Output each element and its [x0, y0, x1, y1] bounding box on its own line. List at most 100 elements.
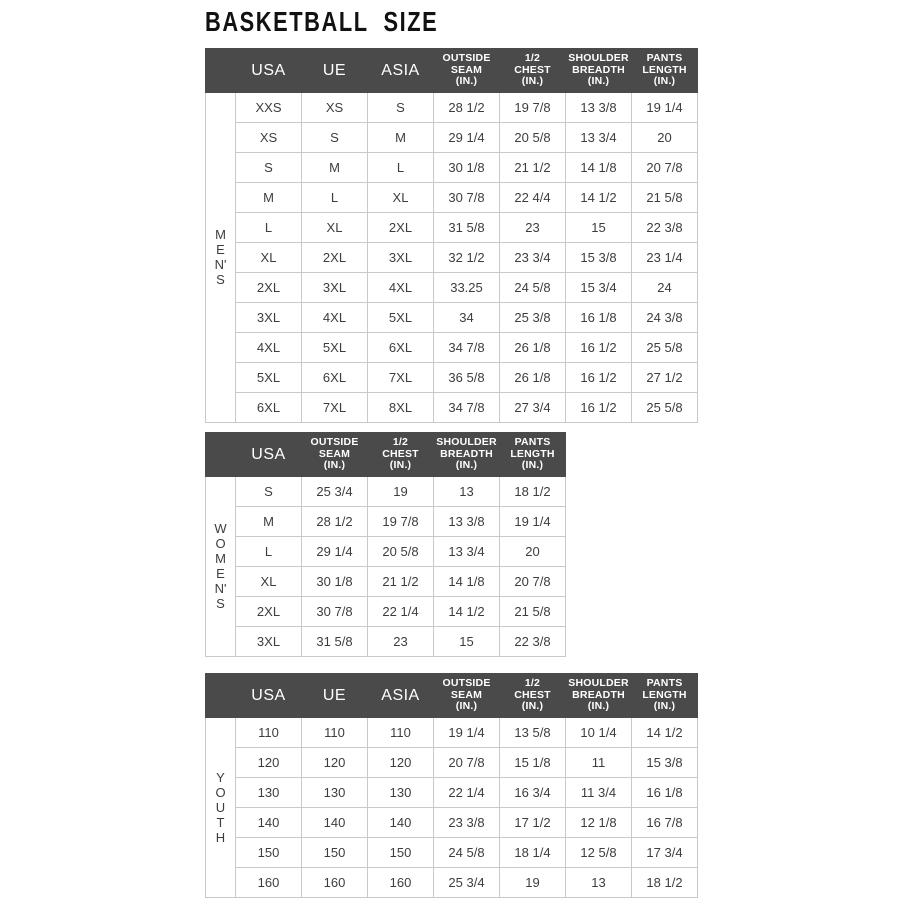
cell-outside-seam-in: 31 5/8	[433, 211, 500, 243]
table-row: 160 160 160 25 3/4 19 13 18 1/2	[206, 866, 698, 898]
header-line: (IN.)	[323, 459, 346, 471]
group-label-letter: S	[216, 596, 225, 611]
cell-shoulder-breadth-in: 16 1/2	[565, 331, 632, 363]
column-header-pants-length-in: PANTS LENGTH (IN.)	[499, 432, 566, 477]
column-header-shoulder-breadth-in: SHOULDER BREADTH (IN.)	[433, 432, 500, 477]
size-table-womens: USA OUTSIDE SEAM (IN.) 1/2 CHEST (IN.) SHOULDER…	[205, 432, 566, 657]
header-line: LENGTH	[642, 63, 687, 76]
cell-asia: 6XL	[367, 331, 434, 363]
group-label-letter: O	[215, 784, 226, 800]
table-row: S M L 30 1/8 21 1/2 14 1/8 20 7/8	[206, 151, 698, 183]
cell-asia: 160	[367, 866, 434, 898]
cell-outside-seam-in: 24 5/8	[433, 836, 500, 868]
cell-shoulder-breadth-in: 10 1/4	[565, 716, 632, 748]
cell-usa: 2XL	[235, 271, 302, 303]
cell-asia: 130	[367, 776, 434, 808]
group-label-letter: N'	[214, 581, 227, 596]
cell-outside-seam-in: 28 1/2	[433, 91, 500, 123]
group-label-letter: T	[216, 814, 225, 830]
cell-shoulder-breadth-in: 11	[565, 746, 632, 778]
cell-shoulder-breadth-in: 14 1/2	[565, 181, 632, 213]
cell-usa: 5XL	[235, 361, 302, 393]
cell-1-2-chest-in: 22 1/4	[367, 595, 434, 627]
header-line: (IN.)	[389, 459, 412, 471]
cell-shoulder-breadth-in: 16 1/8	[565, 301, 632, 333]
cell-1-2-chest-in: 21 1/2	[499, 151, 566, 183]
column-header-1-2-chest-in: 1/2 CHEST (IN.)	[499, 48, 566, 93]
table-row: 130 130 130 22 1/4 16 3/4 11 3/4 16 1/8	[206, 776, 698, 808]
cell-ue: 140	[301, 806, 368, 838]
column-header-pants-length-in: PANTS LENGTH (IN.)	[631, 48, 698, 93]
cell-pants-length-in: 25 5/8	[631, 391, 698, 423]
cell-pants-length-in: 19 1/4	[499, 505, 566, 537]
cell-1-2-chest-in: 25 3/8	[499, 301, 566, 333]
cell-asia: 7XL	[367, 361, 434, 393]
cell-ue: 2XL	[301, 241, 368, 273]
cell-1-2-chest-in: 19 7/8	[367, 505, 434, 537]
cell-pants-length-in: 23 1/4	[631, 241, 698, 273]
cell-pants-length-in: 21 5/8	[499, 595, 566, 627]
cell-1-2-chest-in: 18 1/4	[499, 836, 566, 868]
cell-shoulder-breadth-in: 13	[433, 475, 500, 507]
column-header-shoulder-breadth-in: SHOULDER BREADTH (IN.)	[565, 673, 632, 718]
table-row: 2XL 3XL 4XL 33.25 24 5/8 15 3/4 24	[206, 271, 698, 303]
cell-1-2-chest-in: 23 3/4	[499, 241, 566, 273]
cell-shoulder-breadth-in: 13 3/4	[565, 121, 632, 153]
cell-shoulder-breadth-in: 11 3/4	[565, 776, 632, 808]
cell-shoulder-breadth-in: 15	[565, 211, 632, 243]
cell-usa: 4XL	[235, 331, 302, 363]
header-line: (IN.)	[521, 459, 544, 471]
cell-outside-seam-in: 23 3/8	[433, 806, 500, 838]
cell-1-2-chest-in: 16 3/4	[499, 776, 566, 808]
group-label-letter: E	[216, 566, 225, 581]
table-youth: USA UE ASIA OUTSIDE SEAM (IN.) 1/2 CHEST (IN.) SH…	[205, 673, 698, 898]
cell-ue: 150	[301, 836, 368, 868]
cell-asia: 140	[367, 806, 434, 838]
column-header-shoulder-breadth-in: SHOULDER BREADTH (IN.)	[565, 48, 632, 93]
cell-usa: 110	[235, 716, 302, 748]
cell-outside-seam-in: 33.25	[433, 271, 500, 303]
header-line: 1/2	[392, 436, 409, 448]
cell-usa: XL	[235, 565, 302, 597]
cell-shoulder-breadth-in: 16 1/2	[565, 361, 632, 393]
cell-asia: 110	[367, 716, 434, 748]
header-line: CHEST	[514, 63, 551, 76]
cell-pants-length-in: 17 3/4	[631, 836, 698, 868]
cell-shoulder-breadth-in: 15	[433, 625, 500, 657]
cell-1-2-chest-in: 19	[499, 866, 566, 898]
table-row: XL 30 1/8 21 1/2 14 1/8 20 7/8	[206, 565, 566, 597]
header-line: BREADTH	[572, 63, 625, 76]
cell-1-2-chest-in: 23	[499, 211, 566, 243]
group-label-letter: N'	[214, 257, 227, 272]
cell-usa: 2XL	[235, 595, 302, 627]
header-line: OUTSIDE	[442, 52, 491, 64]
cell-asia: 5XL	[367, 301, 434, 333]
group-label-letter: W	[214, 521, 227, 536]
cell-shoulder-breadth-in: 13 3/8	[565, 91, 632, 123]
header-line: (IN.)	[653, 700, 676, 712]
column-header-asia: ASIA	[367, 48, 434, 93]
cell-usa: XS	[235, 121, 302, 153]
group-label-letter: M	[215, 551, 226, 566]
cell-asia: 8XL	[367, 391, 434, 423]
cell-shoulder-breadth-in: 12 5/8	[565, 836, 632, 868]
cell-1-2-chest-in: 20 5/8	[367, 535, 434, 567]
cell-outside-seam-in: 31 5/8	[301, 625, 368, 657]
table-row: 2XL 30 7/8 22 1/4 14 1/2 21 5/8	[206, 595, 566, 627]
cell-pants-length-in: 16 7/8	[631, 806, 698, 838]
cell-shoulder-breadth-in: 12 1/8	[565, 806, 632, 838]
table-row: XS S M 29 1/4 20 5/8 13 3/4 20	[206, 121, 698, 153]
cell-1-2-chest-in: 13 5/8	[499, 716, 566, 748]
cell-pants-length-in: 18 1/2	[631, 866, 698, 898]
table-row: 150 150 150 24 5/8 18 1/4 12 5/8 17 3/4	[206, 836, 698, 868]
cell-outside-seam-in: 30 7/8	[433, 181, 500, 213]
cell-asia: 4XL	[367, 271, 434, 303]
column-header-usa: USA	[235, 673, 302, 718]
cell-usa: 150	[235, 836, 302, 868]
cell-shoulder-breadth-in: 13 3/4	[433, 535, 500, 567]
cell-pants-length-in: 27 1/2	[631, 361, 698, 393]
table-row: M 28 1/2 19 7/8 13 3/8 19 1/4	[206, 505, 566, 537]
cell-pants-length-in: 20 7/8	[631, 151, 698, 183]
cell-1-2-chest-in: 27 3/4	[499, 391, 566, 423]
